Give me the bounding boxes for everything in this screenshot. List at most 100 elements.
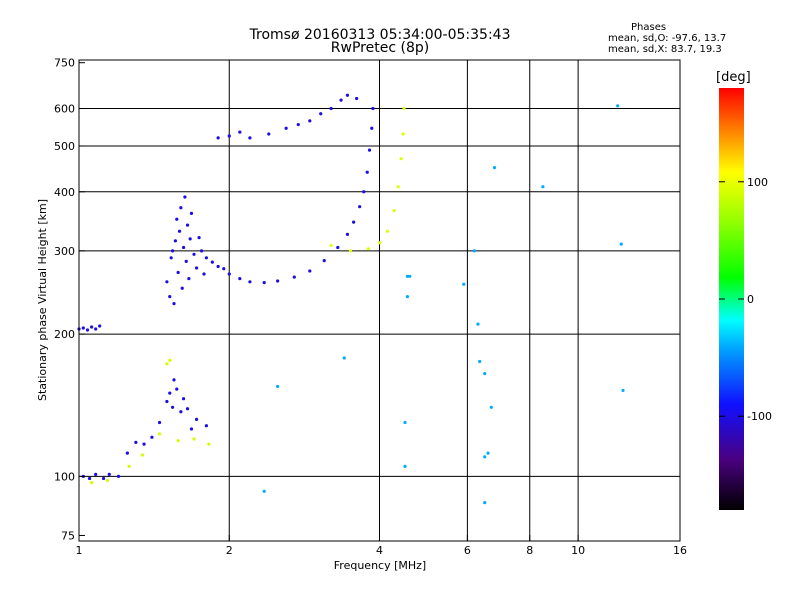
echo-point [180, 286, 184, 290]
echo-point [165, 399, 169, 404]
echo-point [472, 249, 477, 253]
echo-point [142, 442, 146, 446]
echo-point [134, 440, 138, 445]
echo-point [292, 275, 296, 279]
echo-point [85, 328, 90, 332]
echo-point [197, 235, 201, 240]
echo-point [165, 362, 169, 366]
echo-point [329, 106, 333, 111]
echo-point [157, 432, 162, 436]
y-tick-label: 100 [54, 470, 75, 483]
phases-o-stats: mean, sd,O: -97.6, 13.7 [608, 33, 727, 44]
echo-point [222, 267, 226, 271]
colorbar-ticks: 100 0 -100 [719, 176, 772, 423]
echo-point [401, 132, 405, 136]
echo-point [194, 266, 199, 270]
echo-point [238, 277, 242, 281]
echo-point [170, 249, 175, 253]
echo-point [345, 93, 350, 97]
y-tick-label: 600 [54, 103, 75, 116]
echo-point [175, 217, 179, 221]
echo-point [185, 407, 190, 411]
echo-point [202, 272, 206, 276]
echo-point [408, 274, 412, 278]
echo-point [116, 474, 121, 478]
y-tick-label: 400 [54, 186, 75, 199]
echo-point [227, 272, 231, 276]
echo-point [329, 243, 333, 248]
echo-point [188, 237, 192, 241]
echo-point [192, 437, 196, 441]
echo-point [87, 476, 92, 481]
echo-point [284, 126, 288, 130]
y-tick-label: 75 [61, 529, 75, 542]
echo-point [98, 324, 102, 328]
echo-point [405, 274, 410, 278]
echo-point [621, 388, 625, 393]
echo-point [199, 249, 204, 253]
echo-point [489, 405, 493, 409]
echo-point [365, 170, 369, 174]
echo-point [319, 112, 323, 116]
echo-point [358, 205, 362, 209]
echo-point [90, 325, 94, 329]
echo-point [179, 206, 183, 210]
echo-point [175, 387, 179, 391]
grid-lines [79, 60, 680, 541]
phases-x-stats: mean, sd,X: 83.7, 19.3 [608, 44, 722, 55]
echo-point [94, 327, 98, 331]
echo-point [170, 405, 175, 409]
x-tick-label: 8 [526, 544, 533, 557]
echo-point [101, 476, 106, 481]
echo-point [377, 241, 382, 245]
echo-point [262, 281, 266, 285]
echo-point [227, 134, 231, 138]
echo-point [179, 410, 183, 414]
echo-point [181, 397, 186, 401]
chart-title: Tromsø 20160313 05:34:00-05:35:43 [249, 27, 511, 43]
echo-point [483, 501, 487, 505]
echo-point [150, 435, 154, 439]
echo-point [204, 256, 209, 260]
echo-point [181, 245, 186, 250]
echo-point [308, 269, 312, 273]
echo-point [392, 208, 396, 213]
echo-point [262, 489, 266, 493]
echo-point [366, 247, 370, 251]
echo-point [619, 242, 623, 246]
echo-point [355, 96, 359, 101]
echo-point [348, 249, 353, 253]
echo-point [276, 384, 280, 389]
colorbar-tick-label: 0 [747, 293, 754, 306]
echo-point [371, 106, 375, 111]
echo-point [248, 136, 252, 140]
echo-point [107, 472, 111, 476]
echo-point [169, 256, 173, 260]
echo-point [362, 190, 366, 194]
echo-point [403, 420, 407, 425]
echo-point [248, 280, 252, 284]
echo-point [192, 252, 196, 256]
echo-point [81, 326, 85, 330]
echo-point [173, 239, 177, 243]
x-tick-label: 2 [226, 544, 233, 557]
echo-point [140, 453, 145, 457]
echo-point [345, 232, 350, 237]
echo-point [168, 391, 172, 395]
echo-point [127, 464, 131, 468]
echo-point [94, 472, 98, 476]
echo-point [185, 223, 190, 227]
echo-point [616, 104, 620, 108]
x-axis-label: Frequency [MHz] [334, 559, 426, 572]
echo-point [492, 165, 497, 170]
echo-point [168, 358, 172, 362]
echo-point [165, 280, 169, 284]
echo-point [322, 259, 326, 263]
echo-point [187, 277, 191, 281]
echo-point [370, 126, 374, 130]
scatter-points [77, 93, 625, 505]
echo-point [105, 478, 110, 483]
echo-point [336, 245, 340, 250]
echo-point [194, 417, 199, 421]
